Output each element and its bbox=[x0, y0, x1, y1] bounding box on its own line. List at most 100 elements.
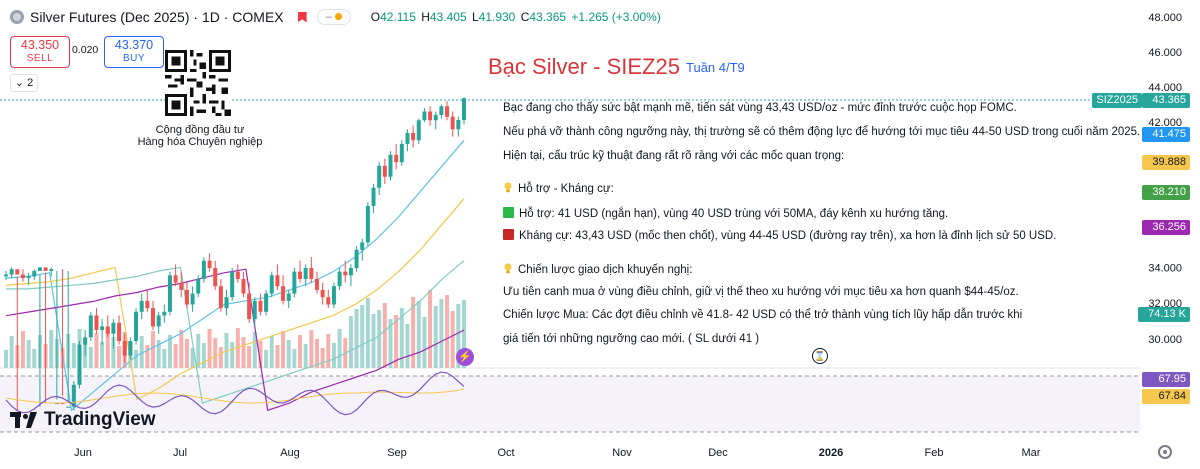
candle-body bbox=[224, 297, 229, 309]
candle-body bbox=[292, 271, 297, 294]
candle-body bbox=[173, 275, 178, 283]
volume-bar bbox=[235, 328, 240, 368]
candle-body bbox=[247, 293, 252, 320]
time-axis-label: Dec bbox=[708, 447, 728, 459]
volume-bar bbox=[314, 339, 319, 368]
volume-bar bbox=[179, 330, 184, 368]
volume-bar bbox=[88, 347, 93, 368]
candle-body bbox=[117, 322, 122, 341]
volume-bar bbox=[162, 349, 167, 368]
candle-body bbox=[213, 268, 218, 287]
hourglass-icon[interactable]: ⌛ bbox=[812, 348, 828, 364]
spread-value: 0.020 bbox=[72, 44, 99, 56]
volume-bar bbox=[456, 304, 461, 368]
candle-body bbox=[9, 269, 14, 275]
volume-bar bbox=[117, 346, 122, 368]
candle-body bbox=[360, 242, 365, 250]
volume-bar bbox=[394, 315, 399, 368]
ma-slow-tag: 38.210 bbox=[1142, 185, 1190, 200]
candle-body bbox=[354, 249, 359, 268]
article-title: Bạc Silver - SIEZ25 bbox=[488, 54, 680, 79]
candle-body bbox=[111, 322, 116, 334]
rsi-tag: 67.95 bbox=[1142, 372, 1190, 387]
status-pill[interactable]: – bbox=[316, 9, 351, 25]
volume-bar bbox=[26, 340, 31, 368]
ma-long-tag: 36.256 bbox=[1142, 220, 1190, 235]
candle-body bbox=[196, 278, 201, 294]
settings-gear-icon[interactable] bbox=[1158, 445, 1172, 459]
price-axis-label: 46.000 bbox=[1148, 47, 1182, 59]
volume-bar bbox=[303, 344, 308, 368]
candle-body bbox=[320, 289, 325, 298]
volume-bar bbox=[405, 324, 410, 368]
indicators-toggle[interactable]: ⌄ 2 bbox=[10, 74, 38, 92]
article-subtitle: Tuần 4/T9 bbox=[686, 60, 745, 75]
volume-bar bbox=[462, 300, 466, 368]
volume-bar bbox=[207, 329, 212, 368]
candle-body bbox=[337, 271, 342, 287]
volume-bar bbox=[230, 342, 235, 368]
time-axis-label: Jun bbox=[74, 447, 92, 459]
candle-body bbox=[388, 154, 393, 177]
buy-button[interactable]: 43.370 BUY bbox=[104, 36, 164, 68]
red-square-icon bbox=[503, 229, 514, 240]
volume-bar bbox=[371, 314, 376, 368]
volume-bar bbox=[241, 337, 246, 368]
volume-bar bbox=[275, 345, 280, 368]
moving-average-line-1 bbox=[5, 139, 465, 412]
candle-body bbox=[26, 276, 31, 279]
symbol-title[interactable]: Silver Futures (Dec 2025) · 1D · COMEX bbox=[30, 9, 284, 25]
volume-bar bbox=[196, 334, 201, 368]
candle-body bbox=[258, 300, 263, 312]
volume-bar bbox=[213, 338, 218, 368]
lightning-icon[interactable]: ⚡ bbox=[456, 348, 474, 366]
tradingview-logo[interactable]: TradingView bbox=[10, 409, 156, 431]
candle-body bbox=[382, 165, 387, 177]
volume-bar bbox=[190, 348, 195, 368]
time-axis-label: Nov bbox=[612, 447, 632, 459]
flag-icon[interactable] bbox=[297, 11, 307, 23]
volume-bar bbox=[247, 346, 252, 368]
candle-body bbox=[230, 271, 235, 298]
candle-body bbox=[122, 341, 127, 356]
candle-body bbox=[314, 278, 319, 290]
ma-fast-tag: 41.475 bbox=[1142, 127, 1190, 142]
candle-body bbox=[422, 111, 427, 121]
candle-body bbox=[32, 270, 37, 277]
candle-body bbox=[394, 154, 399, 163]
green-square-icon bbox=[503, 207, 514, 218]
volume-bar bbox=[173, 344, 178, 368]
moving-average-line-4 bbox=[5, 268, 465, 412]
lightbulb-icon bbox=[504, 263, 512, 274]
last-price-tag: 43.365 bbox=[1142, 93, 1190, 108]
tradingview-mark-icon bbox=[10, 412, 38, 428]
volume-bar bbox=[32, 349, 37, 368]
volume-bar bbox=[258, 341, 263, 368]
candle-body bbox=[37, 267, 42, 271]
support-resistance-header: Hỗ trợ - Kháng cự: bbox=[503, 182, 614, 195]
community-caption: Cộng đồng đầu tư Hàng hóa Chuyên nghiệp bbox=[137, 124, 263, 148]
moving-average-line-3 bbox=[6, 260, 465, 404]
volume-bar bbox=[320, 348, 325, 368]
sell-button[interactable]: 43.350 SELL bbox=[10, 36, 70, 68]
candle-body bbox=[60, 403, 65, 405]
candle-body bbox=[162, 311, 167, 316]
qr-code-icon bbox=[165, 50, 231, 116]
volume-bar bbox=[286, 340, 291, 368]
candle-body bbox=[303, 268, 308, 279]
support-line: Hỗ trợ: 41 USD (ngắn hạn), vùng 40 USD t… bbox=[503, 207, 948, 220]
volume-bar bbox=[167, 335, 172, 368]
silver-symbol-icon bbox=[10, 10, 24, 24]
volume-bar bbox=[433, 306, 438, 368]
candle-body bbox=[416, 120, 421, 141]
volume-bar bbox=[9, 336, 14, 368]
candle-body bbox=[331, 286, 336, 305]
volume-bar bbox=[269, 336, 274, 368]
candle-body bbox=[405, 132, 410, 144]
time-axis-label: Sep bbox=[387, 447, 407, 459]
time-axis-label: Oct bbox=[497, 447, 514, 459]
price-axis-label: 30.000 bbox=[1148, 334, 1182, 346]
volume-bar bbox=[422, 317, 427, 368]
candle-body bbox=[235, 271, 240, 279]
